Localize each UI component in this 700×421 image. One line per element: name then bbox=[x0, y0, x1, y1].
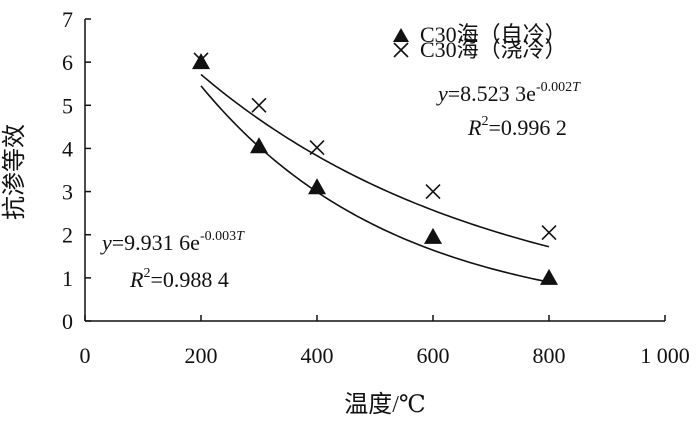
x-axis-title: 温度/℃ bbox=[344, 391, 426, 418]
legend-label-series-2: C30海（浇冷） bbox=[420, 37, 567, 62]
eq1-exponent: -0.003 bbox=[200, 229, 236, 244]
data-point-series-2 bbox=[309, 140, 325, 156]
equation-series-1: y=9.931 6e-0.003T R2=0.988 4 bbox=[100, 229, 245, 292]
eq2-y: y bbox=[436, 81, 448, 106]
y-tick-label: 5 bbox=[62, 93, 73, 118]
legend: C30海（自冷） C30海（浇冷） bbox=[393, 22, 567, 62]
x-tick-label: 400 bbox=[301, 343, 334, 368]
data-point-series-2 bbox=[425, 184, 441, 200]
eq1-y: y bbox=[100, 230, 112, 255]
eq2-r: R bbox=[467, 115, 482, 140]
x-tick-label: 0 bbox=[80, 343, 91, 368]
y-tick-label: 3 bbox=[62, 180, 73, 205]
y-ticks: 0 1 2 3 4 5 6 7 bbox=[62, 7, 91, 334]
eq2-r-sup: 2 bbox=[481, 114, 488, 129]
data-point-series-1 bbox=[424, 227, 442, 244]
y-tick-label: 1 bbox=[62, 266, 73, 291]
eq1-r-value: =0.988 4 bbox=[150, 267, 228, 292]
eq1-r: R bbox=[129, 267, 144, 292]
equation-series-2: y=8.523 3e-0.002T R2=0.996 2 bbox=[436, 80, 581, 140]
y-tick-label: 4 bbox=[62, 136, 73, 161]
y-tick-label: 2 bbox=[62, 223, 73, 248]
data-point-series-2 bbox=[541, 224, 557, 241]
eq2-exponent-var: T bbox=[572, 80, 581, 95]
data-point-series-1 bbox=[308, 178, 326, 195]
y-tick-label: 7 bbox=[62, 7, 73, 32]
eq2-body: =8.523 3e bbox=[448, 81, 536, 106]
data-point-series-2 bbox=[193, 52, 209, 68]
x-ticks: 0 200 400 600 800 1 000 bbox=[80, 315, 690, 368]
eq1-exponent-var: T bbox=[236, 229, 245, 244]
eq2-exponent: -0.002 bbox=[536, 80, 572, 95]
eq1-r-sup: 2 bbox=[143, 266, 150, 281]
fit-curve-series-2 bbox=[200, 73, 550, 248]
data-point-series-1 bbox=[250, 137, 268, 154]
svg-text:y=9.931 6e-0.003T: y=9.931 6e-0.003T bbox=[100, 229, 245, 255]
legend-label-series-1: C30海（自冷） bbox=[420, 22, 567, 47]
y-axis-title: 抗渗等效 bbox=[1, 124, 28, 220]
eq1-body: =9.931 6e bbox=[112, 230, 200, 255]
eq2-r-value: =0.996 2 bbox=[488, 115, 566, 140]
svg-text:R2=0.996 2: R2=0.996 2 bbox=[467, 114, 567, 140]
data-point-series-2 bbox=[251, 97, 267, 113]
x-tick-label: 1 000 bbox=[640, 343, 690, 368]
x-tick-label: 800 bbox=[533, 343, 566, 368]
svg-text:y=8.523 3e-0.002T: y=8.523 3e-0.002T bbox=[436, 80, 581, 106]
legend-cross-marker bbox=[393, 42, 409, 58]
x-tick-label: 200 bbox=[185, 343, 218, 368]
data-markers bbox=[192, 52, 558, 285]
y-tick-label: 6 bbox=[62, 50, 73, 75]
y-tick-label: 0 bbox=[62, 309, 73, 334]
x-tick-label: 600 bbox=[417, 343, 450, 368]
data-point-series-1 bbox=[540, 268, 558, 285]
legend-triangle-marker bbox=[393, 28, 409, 42]
svg-text:R2=0.988 4: R2=0.988 4 bbox=[129, 266, 229, 292]
